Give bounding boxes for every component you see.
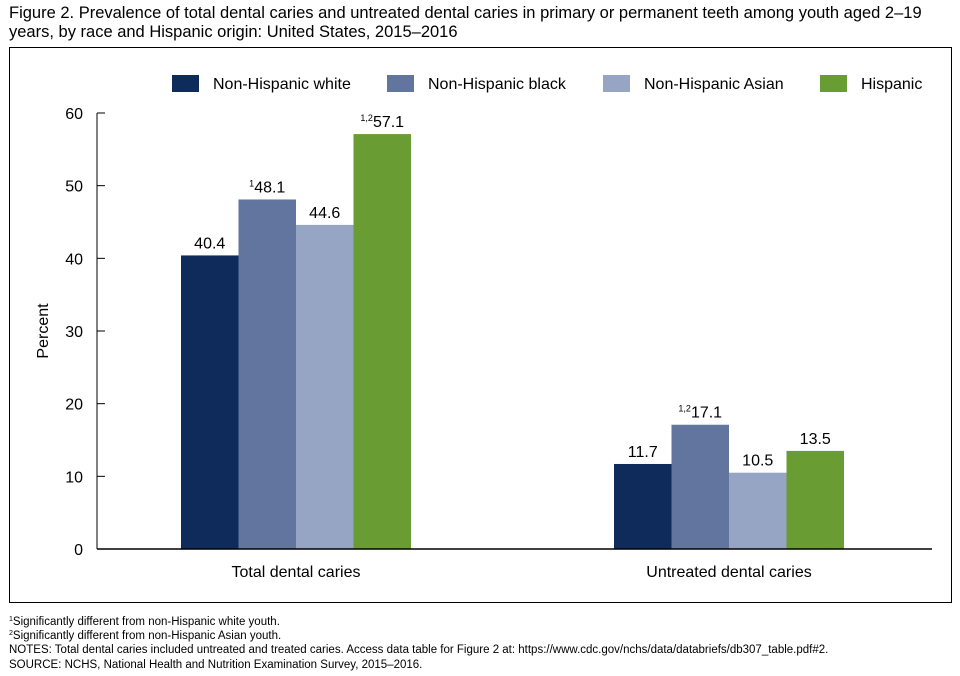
legend-label: Non-Hispanic white (213, 76, 351, 93)
bar (238, 199, 296, 549)
source-text: SOURCE: NCHS, National Health and Nutrit… (9, 658, 423, 671)
legend-swatch (387, 75, 414, 92)
bar (729, 472, 787, 549)
y-tick-label: 30 (65, 324, 83, 341)
legend-label: Non-Hispanic Asian (644, 76, 784, 93)
bar (296, 224, 354, 549)
data-label: 40.4 (194, 235, 225, 252)
data-label: 44.6 (309, 205, 340, 222)
bar (786, 450, 844, 549)
notes-text: NOTES: Total dental caries included untr… (9, 644, 829, 657)
y-axis-title: Percent (35, 303, 52, 359)
data-label: 1,257.1 (360, 113, 404, 131)
y-tick-label: 40 (65, 251, 83, 268)
figure-title: Figure 2. Prevalence of total dental car… (9, 4, 922, 41)
x-category-label: Untreated dental caries (646, 564, 811, 581)
y-tick-label: 60 (65, 106, 83, 123)
legend-swatch (603, 75, 630, 92)
bar (671, 424, 729, 549)
bar (614, 463, 672, 549)
data-label: 10.5 (742, 453, 773, 470)
data-label: 13.5 (800, 431, 831, 448)
data-label: 1,217.1 (678, 404, 722, 422)
y-tick-label: 0 (74, 542, 83, 559)
footnotes: 1Significantly different from non-Hispan… (9, 615, 954, 672)
legend-label: Non-Hispanic black (428, 76, 567, 93)
footnote-1: 1Significantly different from non-Hispan… (9, 616, 280, 628)
y-tick-label: 50 (65, 179, 83, 196)
bar (181, 255, 239, 549)
legend-swatch (172, 75, 199, 92)
x-category-label: Total dental caries (232, 564, 361, 581)
chart-frame (9, 47, 952, 603)
bar (353, 134, 411, 549)
y-tick-label: 20 (65, 397, 83, 414)
legend-label: Hispanic (861, 76, 922, 93)
data-label: 11.7 (628, 444, 658, 461)
y-tick-label: 10 (65, 469, 83, 486)
legend-swatch (820, 75, 847, 92)
footnote-2: 2Significantly different from non-Hispan… (9, 630, 282, 643)
data-label: 148.1 (249, 178, 285, 196)
